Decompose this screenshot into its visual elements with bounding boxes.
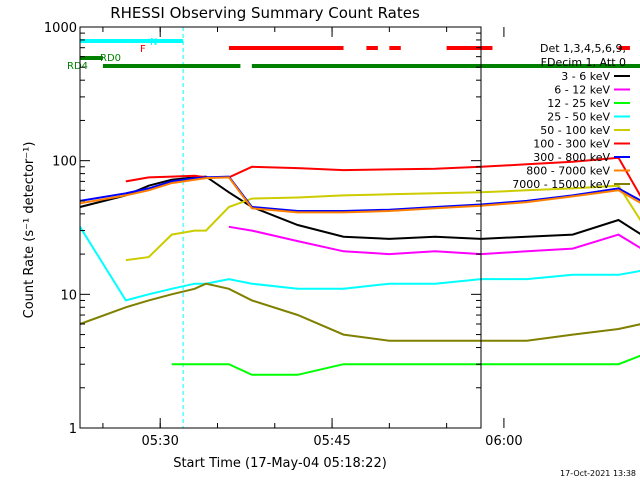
y-tick-label: 1000 [44,21,77,36]
series-line-100-300-kev [125,156,640,198]
x-tick-label: 06:00 [485,434,522,449]
legend-label-100-300-kev: 100 - 300 keV [533,138,610,151]
chart-title: RHESSI Observing Summary Count Rates [110,4,420,22]
legend-label-50-100-kev: 50 - 100 keV [540,124,610,137]
annotation-label-rd4: RD4 [67,61,88,72]
annotation-label-n: N [150,37,157,48]
chart-marks [79,27,640,428]
legend-header-line-2: FDecim 1, Att 0 [541,56,626,69]
annotation-label-f: F [140,44,146,55]
legend-label-3-6-kev: 3 - 6 keV [561,70,610,83]
legend-label-12-25-kev: 12 - 25 keV [547,97,610,110]
legend-label-6-12-kev: 6 - 12 keV [554,84,610,97]
y-tick-label: 100 [52,155,77,170]
annotation-label-rd0: RD0 [100,53,121,64]
series-line-6-12-kev [228,225,640,256]
y-axis-label: Count Rate (s⁻¹ detector⁻¹) [22,142,37,319]
x-axis-label: Start Time (17-May-04 05:18:22) [173,456,387,471]
legend-header-line-1: Det 1,3,4,5,6,9, [540,42,626,55]
y-tick-label: 10 [60,288,77,303]
series-line-7000-15000-kev [79,282,640,342]
legend-label-300-800-kev: 300 - 800 keV [533,151,610,164]
x-tick-label: 05:45 [313,434,350,449]
series-line-25-50-kev [79,226,640,302]
legend-label-800-7000-kev: 800 - 7000 keV [526,165,610,178]
x-tick-label: 05:30 [141,434,178,449]
plot-frame [79,26,482,429]
y-tick-label: 1 [69,422,77,437]
legend-label-7000-15000-kev: 7000 - 15000 keV [512,178,610,191]
legend: Det 1,3,4,5,6,9, FDecim 1, Att 0 3 - 6 k… [512,42,630,191]
series-line-50-100-kev [125,184,640,262]
annotation-bars: NF RD0 RD4 [67,37,640,72]
series-line-12-25-kev [171,354,640,376]
legend-label-25-50-kev: 25 - 50 keV [547,111,610,124]
series-line-800-7000-kev [79,176,640,214]
footer-timestamp: 17-Oct-2021 13:38 [560,469,636,478]
